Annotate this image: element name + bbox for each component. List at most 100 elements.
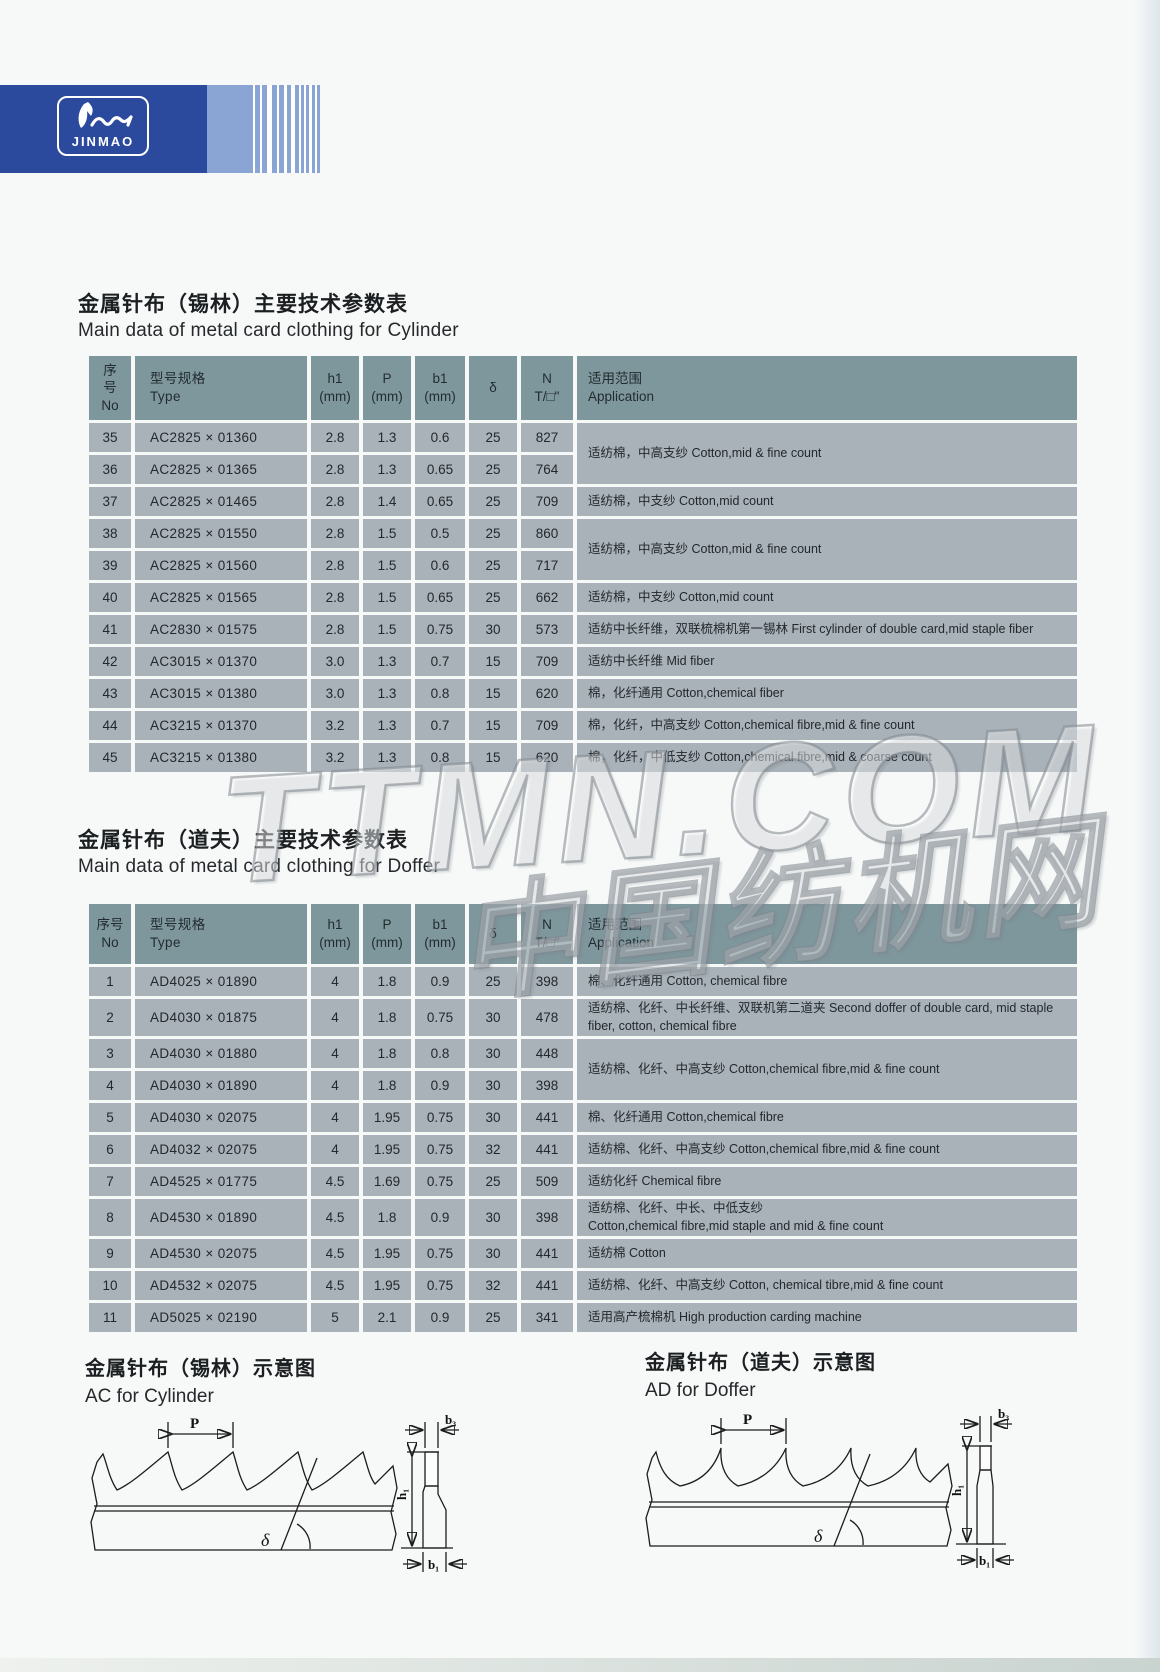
cell-delta: 15: [469, 743, 517, 772]
doffer-tooth-profile: [645, 1447, 953, 1547]
jinmao-logo: JINMAO: [57, 96, 149, 156]
delta-label: δ: [814, 1526, 823, 1546]
cell-b1: 0.65: [415, 487, 465, 516]
cell-h1: 4.5: [311, 1167, 359, 1196]
cell-app: 适纺中长纤维 Mid fiber: [577, 647, 1077, 676]
cell-no: 42: [89, 647, 131, 676]
cell-n: 398: [521, 1071, 573, 1100]
cell-h1: 2.8: [311, 615, 359, 644]
cell-no: 10: [89, 1271, 131, 1300]
table-row: 40 AC2825 × 01565 2.8 1.5 0.65 25 662 适纺棉，中支纱 C…: [89, 583, 1077, 612]
cell-p: 1.5: [363, 551, 411, 580]
cell-type: AD4030 × 01880: [135, 1039, 307, 1068]
cell-type: AC2825 × 01560: [135, 551, 307, 580]
cell-b1: 0.7: [415, 647, 465, 676]
cell-type: AC2825 × 01360: [135, 423, 307, 452]
table-row: 42 AC3015 × 01370 3.0 1.3 0.7 15 709 适纺中长纤维 Mid…: [89, 647, 1077, 676]
cell-p: 1.8: [363, 1071, 411, 1100]
cell-h1: 4.5: [311, 1271, 359, 1300]
cell-delta: 25: [469, 1167, 517, 1196]
cell-b1: 0.6: [415, 423, 465, 452]
h1-label: h₁: [949, 1485, 964, 1496]
cell-no: 6: [89, 1135, 131, 1164]
cell-n: 441: [521, 1103, 573, 1132]
cell-type: AC2830 × 01575: [135, 615, 307, 644]
cell-p: 1.69: [363, 1167, 411, 1196]
column-header-app: 适用范围 Application: [577, 904, 1077, 964]
cell-delta: 30: [469, 1039, 517, 1068]
cell-n: 448: [521, 1039, 573, 1068]
doffer-table: 序号 No 型号规格 Type h1 (mm) P (mm) b1 (mm) δ N T/□…: [85, 901, 1081, 1335]
table-row: 41 AC2830 × 01575 2.8 1.5 0.75 30 573 适纺中长纤维，双联…: [89, 615, 1077, 644]
cell-p: 1.95: [363, 1103, 411, 1132]
cell-n: 620: [521, 743, 573, 772]
cell-n: 398: [521, 1199, 573, 1236]
cell-no: 38: [89, 519, 131, 548]
delta-angle-line: [833, 1453, 871, 1547]
column-header-h1: h1 (mm): [311, 904, 359, 964]
header-row: 序号 No 型号规格 Type h1 (mm) P (mm) b1 (mm) δ N T/□…: [89, 904, 1077, 964]
cell-type: AC3015 × 01380: [135, 679, 307, 708]
column-header-p: P (mm): [363, 904, 411, 964]
cell-n: 398: [521, 967, 573, 996]
column-header-no: 序号 No: [89, 904, 131, 964]
logo-wordmark: JINMAO: [71, 134, 135, 149]
cell-no: 36: [89, 455, 131, 484]
cell-b1: 0.75: [415, 1135, 465, 1164]
cell-app: 棉，化纤，中低支纱 Cotton,chemical fibre,mid & co…: [577, 743, 1077, 772]
table-row: 1 AD4025 × 01890 4 1.8 0.9 25 398 棉、化纤通用 Cotton…: [89, 967, 1077, 996]
cell-b1: 0.9: [415, 967, 465, 996]
cylinder-diagram-title-en: AC for Cylinder: [85, 1386, 214, 1407]
table-row: 45 AC3215 × 01380 3.2 1.3 0.8 15 620 棉，化纤，中低支纱 …: [89, 743, 1077, 772]
column-header-delta: δ: [469, 356, 517, 420]
brand-banner: JINMAO: [0, 85, 320, 173]
table-row: 4 AD4030 × 01890 4 1.8 0.9 30 398: [89, 1071, 1077, 1100]
cell-type: AD4530 × 02075: [135, 1239, 307, 1268]
cell-no: 37: [89, 487, 131, 516]
cell-app: 棉，化纤通用 Cotton,chemical fiber: [577, 679, 1077, 708]
b1-label: b₁: [428, 1557, 439, 1572]
cell-p: 1.95: [363, 1135, 411, 1164]
cell-p: 1.5: [363, 615, 411, 644]
cell-p: 1.8: [363, 967, 411, 996]
table-row: 35 AC2825 × 01360 2.8 1.3 0.6 25 827 适纺棉，中高支纱 C…: [89, 423, 1077, 484]
cylinder-table: 序 号 No 型号规格 Type h1 (mm) P (mm) b1 (mm) δ N T/…: [85, 353, 1081, 775]
cell-b1: 0.75: [415, 1271, 465, 1300]
table-row: 3 AD4030 × 01880 4 1.8 0.8 30 448 适纺棉、化纤、中高支纱 C…: [89, 1039, 1077, 1100]
cell-p: 1.8: [363, 999, 411, 1036]
cell-p: 1.8: [363, 1039, 411, 1068]
cell-b1: 0.6: [415, 551, 465, 580]
cell-p: 1.4: [363, 487, 411, 516]
cell-type: AC2825 × 01365: [135, 455, 307, 484]
cell-no: 4: [89, 1071, 131, 1100]
table-row: 5 AD4030 × 02075 4 1.95 0.75 30 441 棉、化纤通用 Cott…: [89, 1103, 1077, 1132]
cell-no: 11: [89, 1303, 131, 1332]
cell-type: AD4030 × 01875: [135, 999, 307, 1036]
cell-h1: 2.8: [311, 455, 359, 484]
cell-delta: 32: [469, 1271, 517, 1300]
cell-p: 1.3: [363, 711, 411, 740]
cell-app: 棉、化纤通用 Cotton, chemical fibre: [577, 967, 1077, 996]
column-header-n: N T/□": [521, 356, 573, 420]
cell-b1: 0.5: [415, 519, 465, 548]
cylinder-title-zh: 金属针布（锡林）主要技术参数表: [78, 293, 408, 316]
cell-delta: 25: [469, 423, 517, 452]
cell-type: AD4525 × 01775: [135, 1167, 307, 1196]
doffer-table-wrap: 序号 No 型号规格 Type h1 (mm) P (mm) b1 (mm) δ N T/□…: [85, 901, 1081, 1335]
cell-app: 适纺棉、化纤、中高支纱 Cotton,chemical fibre,mid & …: [577, 1039, 1077, 1100]
cell-n: 441: [521, 1271, 573, 1300]
cell-b1: 0.75: [415, 999, 465, 1036]
cell-no: 35: [89, 423, 131, 452]
cell-h1: 3.0: [311, 647, 359, 676]
cell-h1: 4: [311, 1103, 359, 1132]
cell-p: 1.95: [363, 1239, 411, 1268]
doffer-diagram-title-en: AD for Doffer: [645, 1380, 756, 1401]
cell-p: 1.8: [363, 1199, 411, 1236]
cell-no: 8: [89, 1199, 131, 1236]
column-header-delta: δ: [469, 904, 517, 964]
cell-h1: 2.8: [311, 519, 359, 548]
doffer-wire-diagram: δ P h₁ b₃ b₁: [645, 1408, 1014, 1568]
doffer-diagram-title-zh: 金属针布（道夫）示意图: [645, 1352, 876, 1374]
cell-type: AD4530 × 01890: [135, 1199, 307, 1236]
